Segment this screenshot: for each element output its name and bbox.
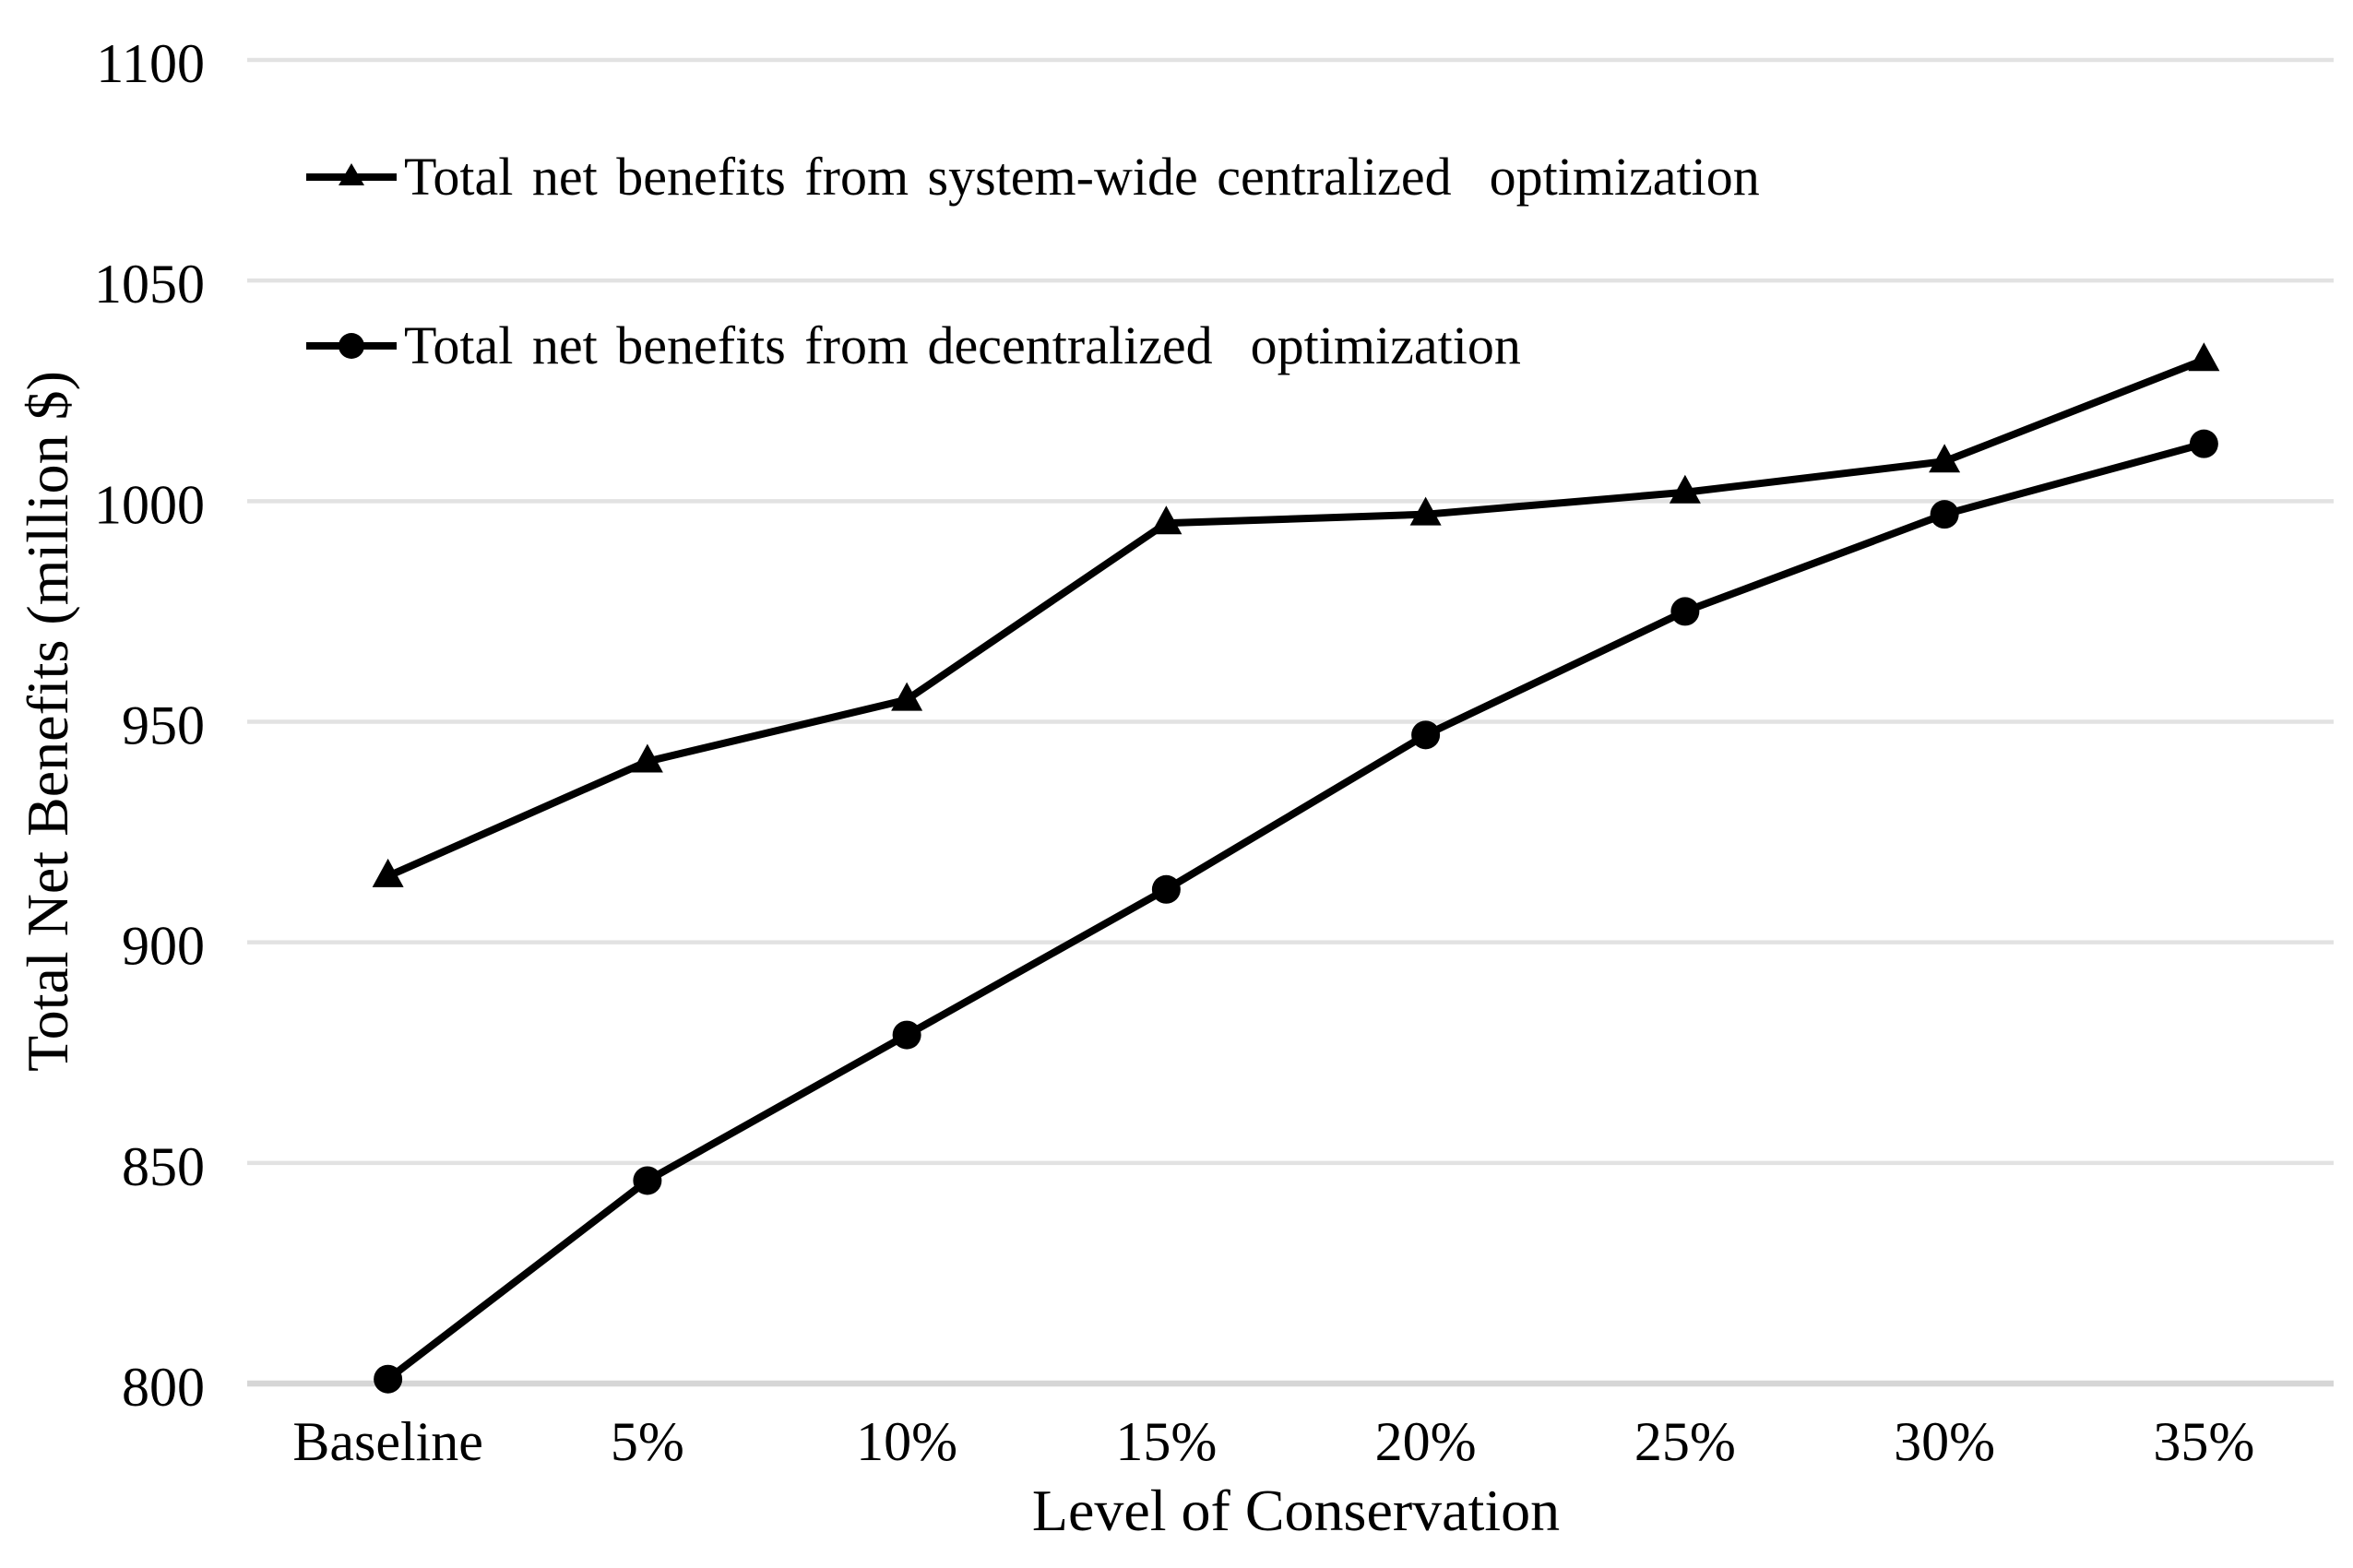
x-tick-label: 5% [611, 1411, 684, 1472]
marker-triangle [372, 858, 404, 887]
series-line-circle [384, 440, 2208, 1384]
marker-circle [2189, 429, 2218, 458]
marker-triangle [1929, 444, 1961, 473]
y-tick-label: 950 [122, 695, 205, 756]
legend-label-centralized: Total net benefits from system-wide cent… [404, 147, 1760, 207]
marker-circle [892, 1020, 921, 1050]
x-tick-label: 10% [856, 1411, 957, 1472]
legend-item-centralized: Total net benefits from system-wide cent… [306, 138, 1760, 216]
y-tick-label: 1000 [94, 474, 205, 535]
marker-triangle [891, 682, 923, 711]
decentralized-series-swatch-icon [306, 333, 397, 359]
marker-triangle [1669, 474, 1701, 504]
marker-circle [1930, 500, 1959, 529]
y-tick-label: 1100 [96, 33, 205, 94]
y-tick-label: 900 [122, 916, 205, 977]
legend-item-decentralized: Total net benefits from decentralized op… [306, 307, 1760, 385]
marker-circle [1670, 597, 1700, 626]
centralized-series-swatch-icon [306, 163, 397, 185]
y-tick-label: 1050 [94, 254, 205, 315]
x-tick-label: 15% [1115, 1411, 1217, 1472]
marker-triangle [1150, 505, 1182, 535]
marker-circle [1411, 720, 1441, 750]
y-tick-label: 800 [122, 1357, 205, 1418]
y-tick-label: 850 [122, 1136, 205, 1197]
x-tick-label: 35% [2153, 1411, 2254, 1472]
y-axis-title: Total Net Benefits (million $) [15, 371, 80, 1072]
x-tick-label: 20% [1375, 1411, 1477, 1472]
marker-triangle [2188, 342, 2220, 372]
marker-triangle [1409, 496, 1442, 526]
marker-triangle [631, 743, 663, 773]
x-tick-label: Baseline [292, 1411, 483, 1472]
x-tick-label: 25% [1634, 1411, 1736, 1472]
legend-label-decentralized: Total net benefits from decentralized op… [404, 315, 1521, 375]
x-tick-label: 30% [1894, 1411, 1995, 1472]
x-axis-title: Level of Conservation [1031, 1478, 1561, 1543]
series-line-triangle [384, 356, 2208, 880]
marker-circle [374, 1364, 403, 1394]
marker-circle [1151, 874, 1181, 904]
marker-circle [633, 1166, 662, 1195]
legend: Total net benefits from system-wide cent… [306, 138, 1760, 385]
